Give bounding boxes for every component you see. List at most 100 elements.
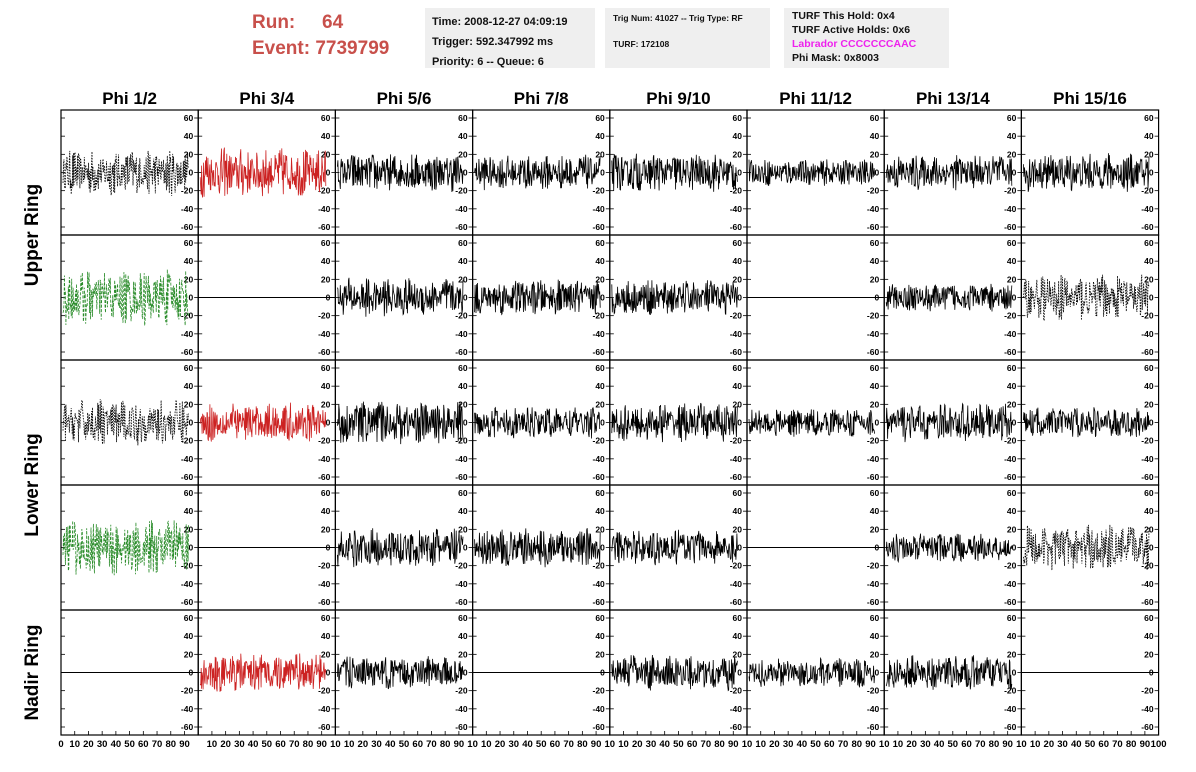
y-tick-label: 0: [1012, 543, 1017, 553]
x-tick-label: 70: [975, 739, 986, 750]
y-tick-label: 0: [188, 418, 193, 428]
x-tick-label: 40: [111, 739, 122, 750]
x-tick-label: 10: [1030, 739, 1041, 750]
labrador-text: Labrador CCCCCCCAAC: [792, 38, 917, 50]
y-tick-label: 20: [1144, 274, 1154, 284]
x-tick-label: 20: [495, 739, 506, 750]
y-tick-label: 0: [874, 418, 879, 428]
time-text: Time: 2008-12-27 04:09:19: [432, 16, 568, 28]
y-tick-label: -60: [1141, 472, 1154, 482]
y-tick-label: 0: [326, 668, 331, 678]
y-tick-label: -20: [181, 436, 194, 446]
y-tick-label: -20: [181, 311, 194, 321]
y-tick-label: 40: [870, 131, 880, 141]
y-tick-label: -40: [730, 454, 743, 464]
y-tick-label: -40: [455, 579, 468, 589]
y-tick-label: -60: [1141, 722, 1154, 732]
y-tick-label: 40: [595, 506, 605, 516]
y-tick-label: -60: [730, 472, 743, 482]
y-tick-label: 0: [188, 168, 193, 178]
y-tick-label: 0: [600, 543, 605, 553]
y-tick-label: 20: [184, 649, 194, 659]
y-tick-label: -40: [455, 454, 468, 464]
y-tick-label: 60: [321, 488, 331, 498]
y-tick-label: 60: [1007, 238, 1017, 248]
y-tick-label: 0: [1012, 293, 1017, 303]
y-tick-label: 0: [737, 543, 742, 553]
x-tick-label: 20: [83, 739, 94, 750]
y-tick-label: 40: [321, 506, 331, 516]
y-tick-label: 60: [1007, 488, 1017, 498]
y-tick-label: 20: [458, 399, 468, 409]
x-tick-label: 60: [961, 739, 972, 750]
y-tick-label: 60: [733, 238, 743, 248]
y-tick-label: 20: [321, 524, 331, 534]
ring-label-lower-ring: Lower Ring: [22, 433, 43, 536]
y-tick-label: -60: [455, 222, 468, 232]
ring-label-nadir-ring: Nadir Ring: [22, 624, 43, 720]
x-tick-label: 20: [906, 739, 917, 750]
y-tick-label: 40: [458, 506, 468, 516]
y-tick-label: 60: [184, 613, 194, 623]
x-tick-label: 50: [536, 739, 547, 750]
y-tick-label: 0: [1149, 293, 1154, 303]
x-tick-label: 90: [728, 739, 739, 750]
trace-red-solid: [199, 402, 327, 442]
y-tick-label: -60: [593, 722, 606, 732]
x-tick-label: 90: [1140, 739, 1151, 750]
y-tick-label: -20: [867, 561, 880, 571]
trace-black-solid: [337, 401, 464, 445]
y-tick-label: -60: [730, 222, 743, 232]
x-tick-label: 40: [385, 739, 396, 750]
trace-black-solid: [1023, 407, 1150, 438]
x-tick-label: 10: [207, 739, 218, 750]
y-tick-label: -40: [318, 704, 331, 714]
y-tick-label: -60: [318, 347, 331, 357]
y-tick-label: 40: [321, 256, 331, 266]
x-tick-label: 70: [426, 739, 437, 750]
y-tick-label: 40: [1144, 506, 1154, 516]
y-tick-label: 0: [1149, 543, 1154, 553]
y-tick-label: 40: [1007, 631, 1017, 641]
y-tick-label: -20: [593, 186, 606, 196]
y-tick-label: 40: [458, 131, 468, 141]
y-tick-label: 60: [458, 238, 468, 248]
y-tick-label: 20: [321, 399, 331, 409]
x-tick-label: 90: [454, 739, 465, 750]
y-tick-label: 60: [321, 238, 331, 248]
y-tick-label: 60: [1007, 363, 1017, 373]
y-tick-label: -60: [867, 347, 880, 357]
y-tick-label: 40: [595, 631, 605, 641]
x-tick-label: 60: [1098, 739, 1109, 750]
y-tick-label: 20: [458, 149, 468, 159]
y-tick-label: -60: [867, 222, 880, 232]
y-tick-label: -20: [1004, 186, 1017, 196]
time-info-box: Time: 2008-12-27 04:09:19 Trigger: 592.3…: [425, 8, 595, 68]
y-tick-label: 20: [595, 149, 605, 159]
x-tick-label: 20: [769, 739, 780, 750]
y-tick-label: 0: [326, 418, 331, 428]
y-tick-label: 0: [737, 668, 742, 678]
y-tick-label: 20: [595, 399, 605, 409]
y-tick-label: -60: [181, 222, 194, 232]
y-tick-label: -40: [181, 454, 194, 464]
y-tick-label: -40: [867, 579, 880, 589]
turf-this-hold-text: TURF This Hold: 0x4: [792, 10, 895, 22]
y-tick-label: 40: [1007, 506, 1017, 516]
y-tick-label: -60: [867, 722, 880, 732]
x-tick-label: 80: [851, 739, 862, 750]
x-tick-label: 40: [934, 739, 945, 750]
panel-frame: [60, 109, 199, 236]
y-tick-label: 0: [1012, 168, 1017, 178]
y-tick-label: -40: [593, 454, 606, 464]
x-tick-label: 20: [1044, 739, 1055, 750]
trace-black-dotted: [1023, 524, 1150, 571]
y-tick-label: 60: [870, 363, 880, 373]
x-tick-label: 80: [1126, 739, 1137, 750]
x-tick-label: 80: [165, 739, 176, 750]
y-tick-label: 0: [874, 668, 879, 678]
y-tick-label: 40: [733, 131, 743, 141]
y-tick-label: 40: [184, 631, 194, 641]
y-tick-label: -20: [1141, 436, 1154, 446]
y-tick-label: 40: [733, 381, 743, 391]
